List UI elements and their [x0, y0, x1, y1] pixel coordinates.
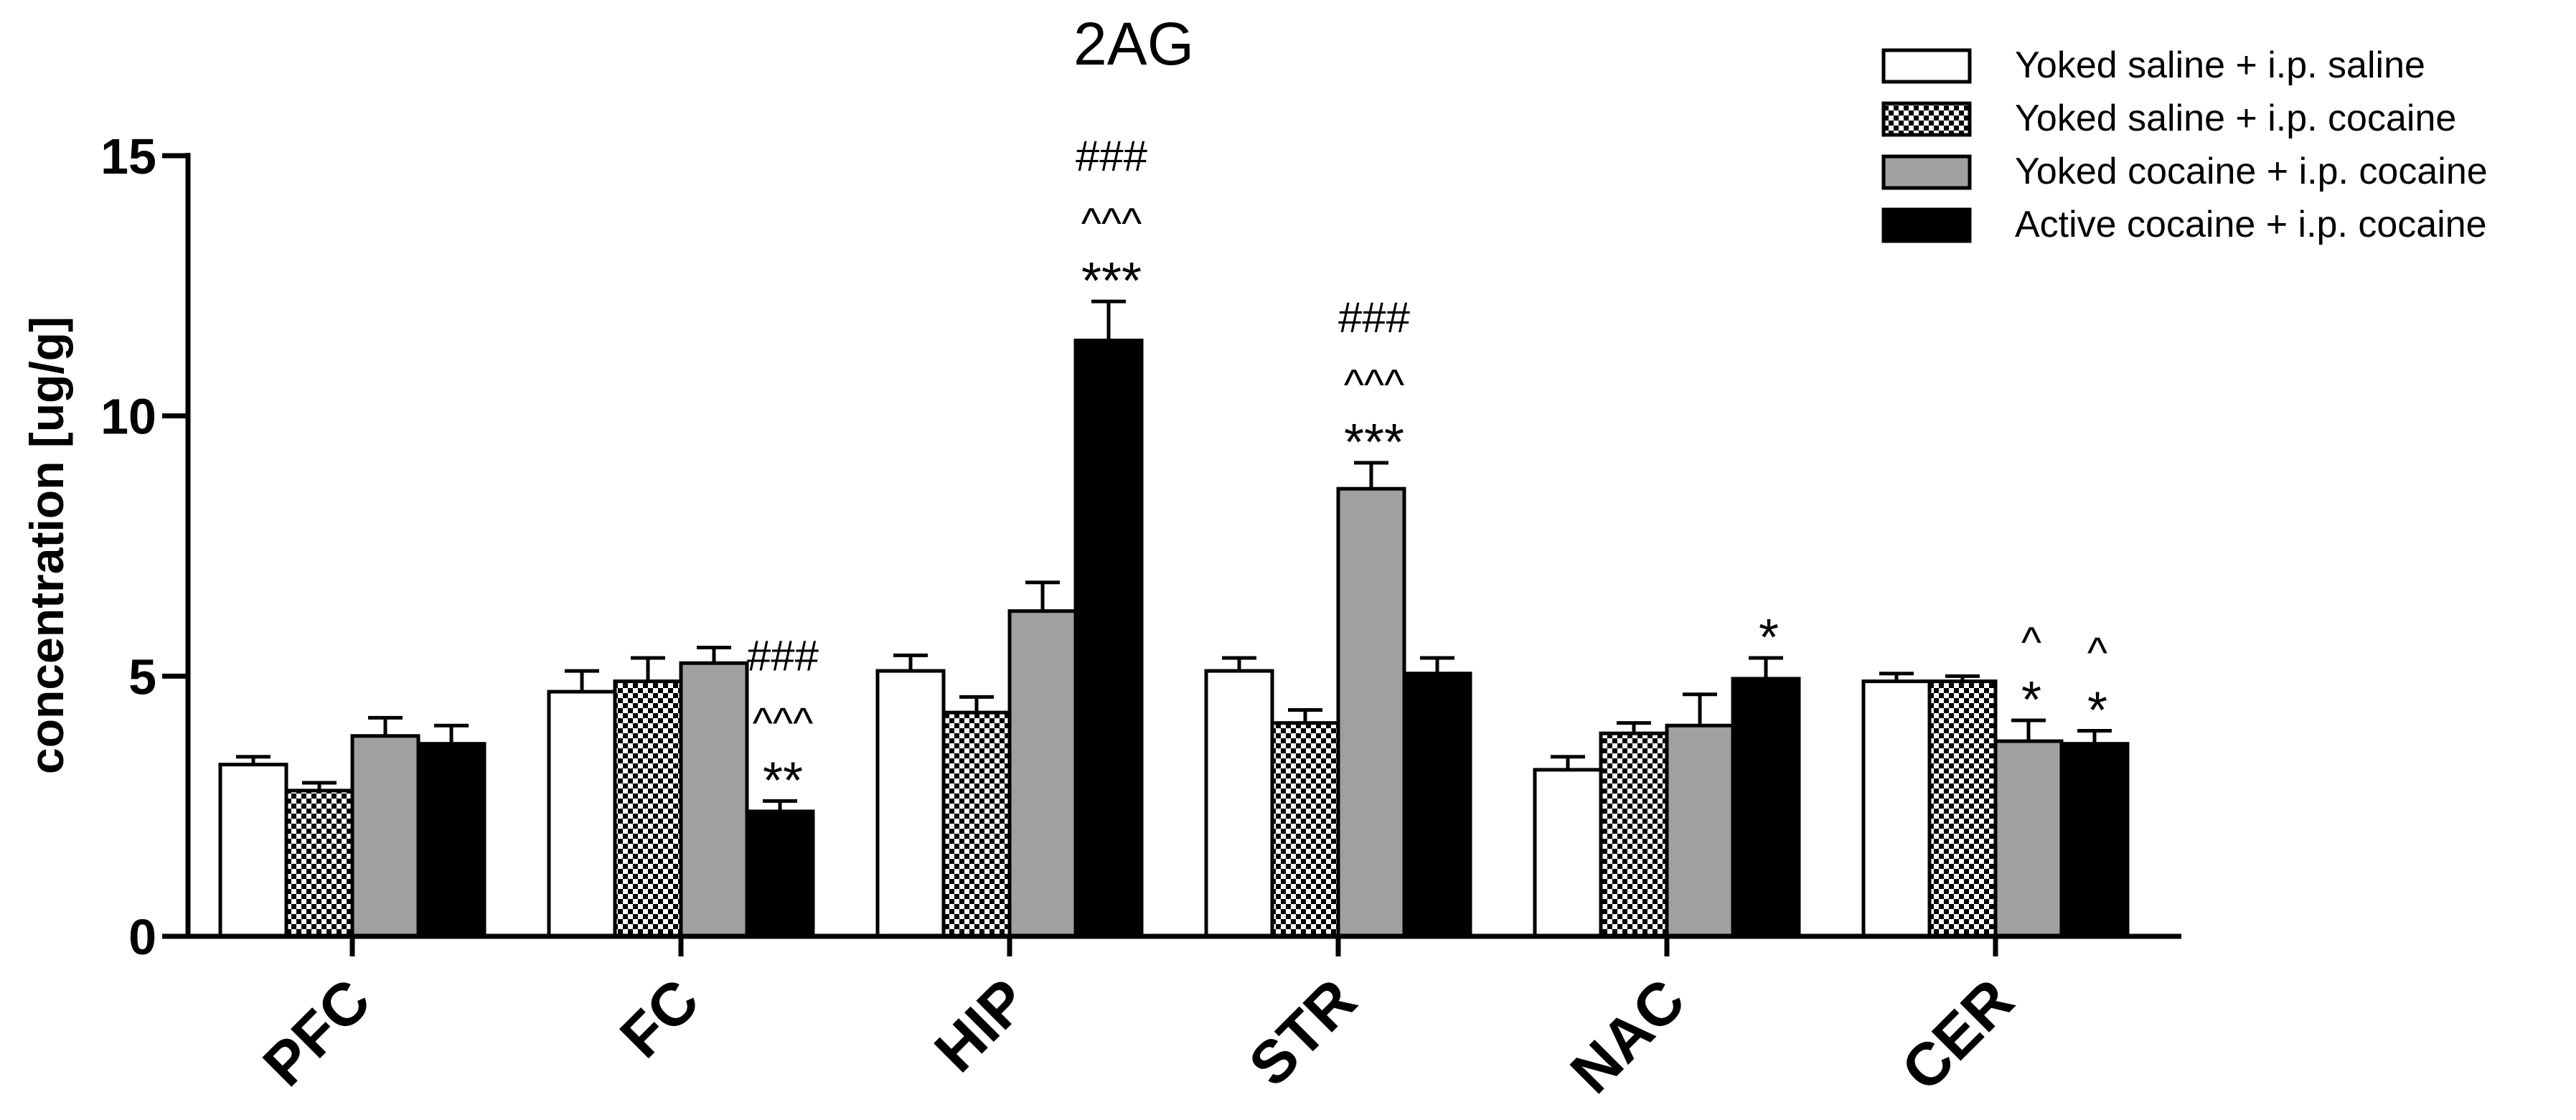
bar-cer-s4 — [2062, 744, 2128, 936]
y-axis-label: concentration [ug/g] — [20, 316, 73, 774]
bar-hip-s3 — [1010, 611, 1076, 936]
annotation-cer-s4: ^ — [2087, 629, 2107, 677]
bar-pfc-s3 — [352, 736, 418, 936]
chart-title: 2AG — [1073, 10, 1194, 77]
legend-swatch-gray — [1884, 156, 1970, 188]
bar-str-s2 — [1272, 723, 1338, 936]
chart: 2AG concentration [ug/g] Yoked saline + … — [0, 0, 2576, 1120]
x-tick-label-nac: NAC — [1558, 966, 1698, 1106]
bar-hip-s4 — [1076, 340, 1142, 936]
bar-cer-s2 — [1929, 682, 1996, 936]
legend-label-s2: Yoked saline + i.p. cocaine — [2015, 98, 2456, 139]
annotation-hip-s4: ^^^ — [1081, 199, 1142, 248]
x-tick-label-str: STR — [1236, 966, 1368, 1098]
bar-nac-s4 — [1733, 679, 1799, 936]
bar-fc-s1 — [549, 692, 615, 936]
annotation-fc-s4: ** — [763, 752, 803, 809]
annotation-cer-s4: * — [2087, 682, 2107, 739]
legend-swatch-black — [1884, 210, 1970, 241]
bar-nac-s2 — [1601, 733, 1667, 936]
bar-fc-s3 — [681, 663, 747, 936]
y-tick-label: 10 — [100, 389, 156, 445]
legend-swatch-checker — [1884, 103, 1970, 135]
bar-str-s1 — [1206, 671, 1272, 936]
y-tick-label: 0 — [128, 909, 156, 965]
annotation-str-s3: ### — [1338, 293, 1411, 342]
annotation-nac-s4: * — [1759, 609, 1779, 667]
annotation-fc-s4: ### — [747, 631, 819, 679]
y-tick-label: 15 — [100, 128, 156, 184]
legend-label-s4: Active cocaine + i.p. cocaine — [2015, 204, 2487, 245]
y-tick-label: 5 — [128, 649, 156, 705]
bar-hip-s1 — [878, 671, 944, 936]
annotation-fc-s4: ^^^ — [753, 699, 813, 747]
legend-swatch-white — [1884, 50, 1970, 82]
x-tick-label-fc: FC — [607, 966, 712, 1070]
legend-label-s3: Yoked cocaine + i.p. cocaine — [2015, 151, 2488, 192]
bar-str-s4 — [1404, 674, 1470, 936]
legend-label-s1: Yoked saline + i.p. saline — [2015, 44, 2425, 86]
bar-nac-s1 — [1535, 770, 1601, 936]
bar-str-s3 — [1338, 489, 1404, 936]
bar-cer-s3 — [1996, 741, 2062, 936]
x-tick-label-pfc: PFC — [250, 966, 382, 1098]
annotation-cer-s3: * — [2021, 672, 2041, 729]
annotation-cer-s3: ^ — [2021, 618, 2041, 667]
bar-pfc-s1 — [220, 765, 286, 936]
legend: Yoked saline + i.p. saline Yoked saline +… — [1884, 44, 2488, 245]
bar-fc-s4 — [747, 811, 813, 936]
bar-cer-s1 — [1863, 682, 1929, 936]
bar-nac-s3 — [1667, 725, 1733, 936]
annotation-str-s3: ^^^ — [1344, 361, 1404, 409]
annotation-hip-s4: ### — [1076, 132, 1148, 180]
bars-layer: ###^^^***^*###^^^**###^^^**** ^* — [220, 132, 2128, 936]
x-tick-label-cer: CER — [1889, 966, 2026, 1103]
x-tick-label-hip: HIP — [921, 966, 1040, 1084]
bar-fc-s2 — [615, 682, 681, 936]
bar-pfc-s2 — [286, 791, 352, 936]
bar-pfc-s4 — [418, 744, 484, 936]
annotation-str-s3: *** — [1344, 414, 1404, 471]
annotation-hip-s4: *** — [1081, 253, 1142, 310]
bar-hip-s2 — [944, 712, 1010, 936]
